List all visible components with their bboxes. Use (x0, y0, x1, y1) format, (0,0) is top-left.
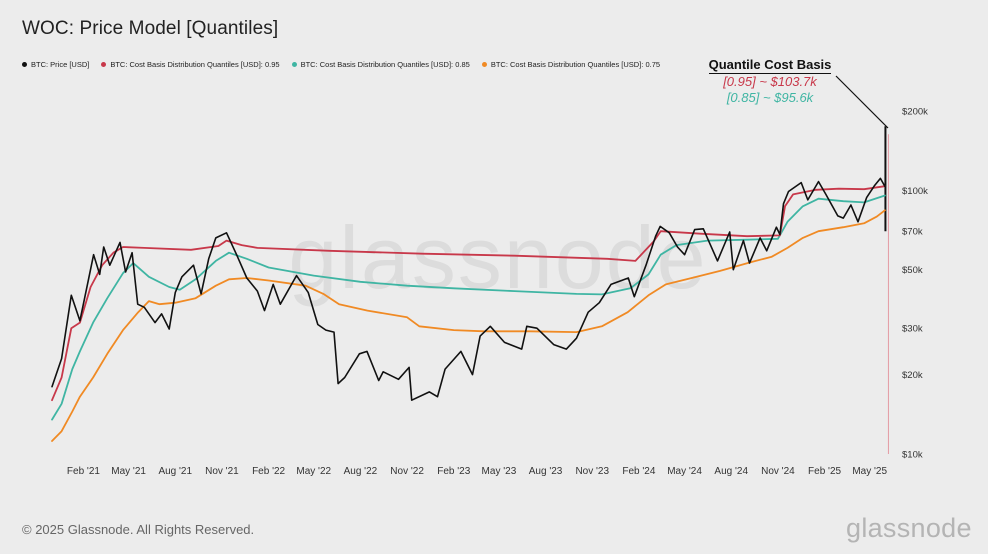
x-tick-label: May '25 (852, 466, 887, 477)
series-line-price[interactable] (51, 177, 886, 401)
x-tick-label: Aug '21 (158, 466, 192, 477)
page-title: WOC: Price Model [Quantiles] (22, 18, 279, 39)
x-tick-label: Feb '22 (252, 466, 285, 477)
annotation-line-q095: [0.95] ~ $103.7k (723, 74, 817, 89)
legend-item-price[interactable]: BTC: Price [USD] (22, 60, 89, 69)
series-layer (51, 177, 886, 442)
legend-label: BTC: Cost Basis Distribution Quantiles [… (110, 60, 280, 69)
x-tick-label: May '24 (667, 466, 702, 477)
spike-layer (884, 126, 889, 454)
series-line-q075[interactable] (51, 209, 886, 442)
x-tick-label: May '22 (296, 466, 331, 477)
x-tick-label: Feb '23 (437, 466, 470, 477)
copyright-footer: © 2025 Glassnode. All Rights Reserved. (22, 522, 255, 537)
legend-label: BTC: Cost Basis Distribution Quantiles [… (300, 60, 470, 69)
x-tick-label: Aug '22 (344, 466, 378, 477)
legend-dot-icon (22, 62, 27, 67)
x-tick-label: Feb '25 (808, 466, 841, 477)
annotation-line-q085: [0.85] ~ $95.6k (726, 90, 814, 105)
y-tick-label: $200k (902, 107, 928, 118)
legend-item-q085[interactable]: BTC: Cost Basis Distribution Quantiles [… (291, 60, 470, 69)
y-tick-label: $10k (902, 450, 923, 461)
y-tick-label: $50k (902, 265, 923, 276)
annotation-title: Quantile Cost Basis (708, 57, 832, 74)
y-tick-label: $20k (902, 370, 923, 381)
brand-logo: glassnode (846, 513, 972, 543)
legend-item-q095[interactable]: BTC: Cost Basis Distribution Quantiles [… (101, 60, 280, 69)
quantile-annotation: Quantile Cost Basis [0.95] ~ $103.7k [0.… (704, 56, 836, 106)
y-tick-label: $30k (902, 324, 923, 335)
x-tick-label: Nov '23 (575, 466, 609, 477)
legend-label: BTC: Price [USD] (31, 60, 90, 69)
legend-dot-icon (481, 62, 487, 67)
chart-legend: BTC: Price [USD] BTC: Cost Basis Distrib… (22, 60, 660, 69)
x-tick-label: Aug '23 (529, 466, 563, 477)
legend-dot-icon (291, 62, 297, 67)
x-axis: Feb '21 May '21 Aug '21 Nov '21 Feb '22 May '… (67, 466, 888, 477)
y-tick-label: $100k (902, 186, 928, 197)
x-tick-label: Feb '24 (622, 466, 655, 477)
legend-label: BTC: Cost Basis Distribution Quantiles [… (490, 60, 661, 69)
x-tick-label: Aug '24 (714, 466, 748, 477)
x-tick-label: May '21 (111, 466, 146, 477)
chart-watermark: glassnode (288, 208, 707, 307)
x-tick-label: Nov '24 (761, 466, 795, 477)
y-axis: $10k $20k $30k $50k $70k $100k $200k (902, 107, 928, 461)
x-tick-label: May '23 (482, 466, 517, 477)
annotation-leader-line (835, 75, 889, 129)
x-tick-label: Feb '21 (67, 466, 100, 477)
x-tick-label: Nov '21 (205, 466, 239, 477)
legend-item-q075[interactable]: BTC: Cost Basis Distribution Quantiles [… (481, 60, 661, 69)
x-tick-label: Nov '22 (390, 466, 424, 477)
legend-dot-icon (101, 62, 107, 67)
y-tick-label: $70k (902, 227, 923, 238)
